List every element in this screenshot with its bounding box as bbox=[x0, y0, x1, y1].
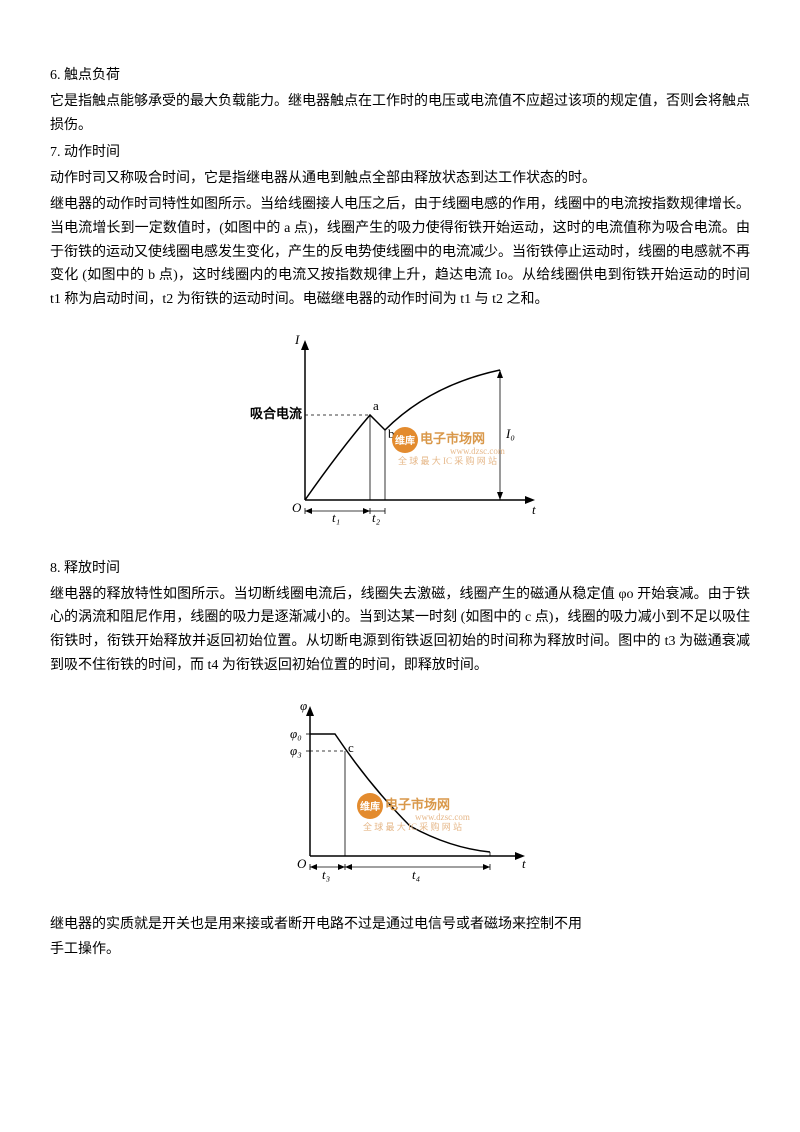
chart2-wm-url: www.dzsc.com bbox=[415, 812, 470, 822]
chart2-x-label: t bbox=[522, 856, 526, 871]
section-6-para: 它是指触点能够承受的最大负载能力。继电器触点在工作时的电压或电流值不应超过该项的… bbox=[50, 90, 750, 138]
chart1-point-a: a bbox=[373, 398, 379, 413]
conclusion-p1: 继电器的实质就是开关也是用来接或者断开电路不过是通过电信号或者磁场来控制不用 bbox=[50, 913, 750, 937]
chart1-i0: I₀ bbox=[505, 426, 515, 441]
section-8-para: 继电器的释放特性如图所示。当切断线圈电流后，线圈失去激磁，线圈产生的磁通从稳定值… bbox=[50, 583, 750, 678]
chart2-origin: O bbox=[297, 856, 307, 871]
chart1-annotation: 吸合电流 bbox=[250, 406, 302, 421]
chart2-phi3: φ₃ bbox=[290, 743, 302, 758]
section-7-para-2: 继电器的动作时司特性如图所示。当给线圈接人电压之后，由于线圈电感的作用，线圈中的… bbox=[50, 193, 750, 312]
section-8-title: 8. 释放时间 bbox=[50, 557, 750, 581]
conclusion-p2: 手工操作。 bbox=[50, 938, 750, 962]
chart-action-time: I t O a b 吸合电流 t₁ t₂ I₀ 维库 电子市场网 www.dzs… bbox=[50, 330, 750, 539]
chart2-wm-circle: 维库 bbox=[360, 800, 380, 813]
section-6-title: 6. 触点负荷 bbox=[50, 64, 750, 88]
chart1-x-label: t bbox=[532, 502, 536, 517]
chart1-wm-url: www.dzsc.com bbox=[450, 446, 505, 456]
chart1-t2: t₂ bbox=[372, 510, 381, 525]
chart1-wm-main: 电子市场网 bbox=[420, 431, 485, 446]
section-7-title: 7. 动作时间 bbox=[50, 141, 750, 165]
chart1-t1: t₁ bbox=[332, 510, 340, 525]
chart1-wm-sub: 全 球 最 大 IC 采 购 网 站 bbox=[398, 455, 497, 466]
chart2-t3: t₃ bbox=[322, 867, 330, 882]
chart-release-time: φ t O φ₀ φ₃ c t₃ t₄ 维库 电子市场网 www.dzsc.co… bbox=[50, 696, 750, 895]
chart2-phi0: φ₀ bbox=[290, 726, 302, 741]
chart1-wm-circle: 维库 bbox=[395, 434, 415, 447]
chart2-wm-sub: 全 球 最 大 IC 采 购 网 站 bbox=[363, 821, 462, 832]
chart2-t4: t₄ bbox=[412, 867, 421, 882]
chart2-point-c: c bbox=[348, 740, 354, 755]
chart1-y-label: I bbox=[294, 332, 300, 347]
section-7-para-1: 动作时司又称吸合时间，它是指继电器从通电到触点全部由释放状态到达工作状态的时。 bbox=[50, 167, 750, 191]
chart1-origin: O bbox=[292, 500, 302, 515]
chart2-y-label: φ bbox=[300, 698, 307, 713]
chart2-wm-main: 电子市场网 bbox=[385, 797, 450, 812]
